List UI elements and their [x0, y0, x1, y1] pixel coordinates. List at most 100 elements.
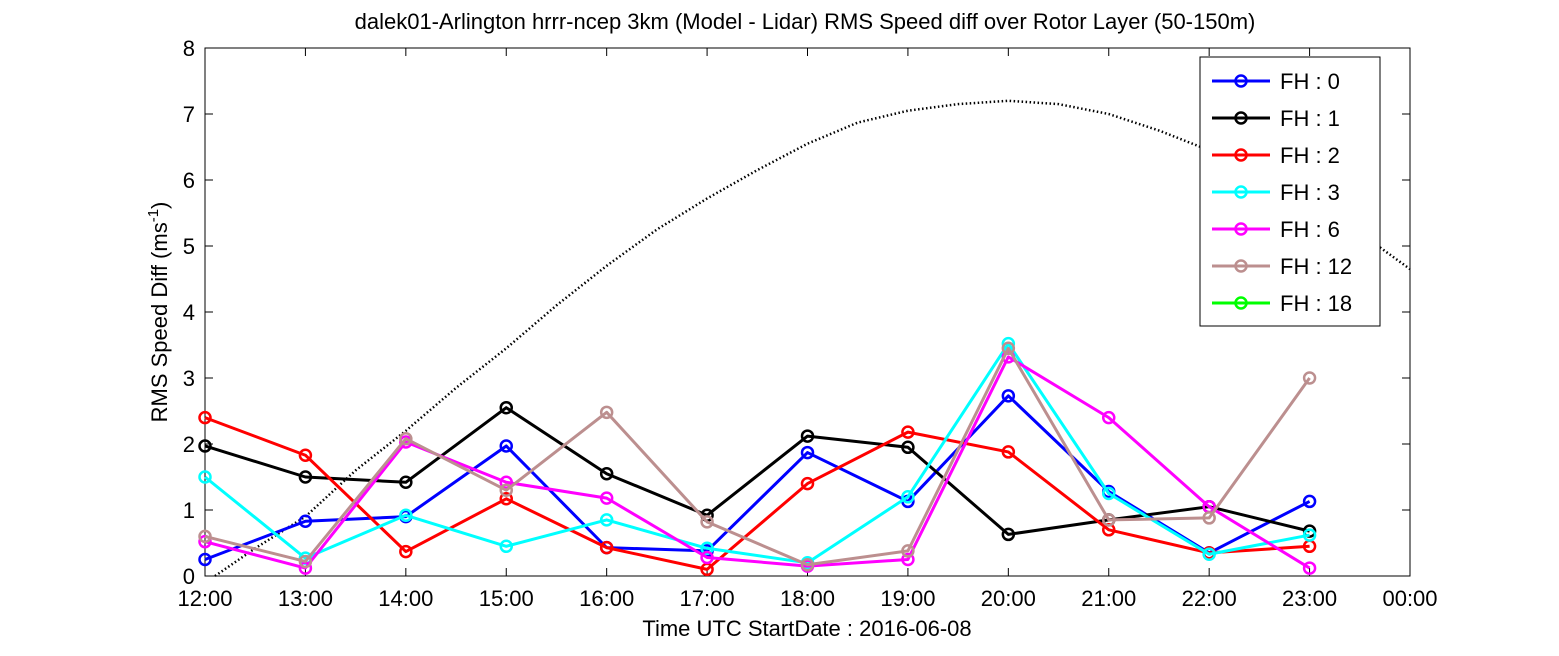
data-point — [399, 508, 413, 523]
data-point — [198, 552, 212, 567]
data-point — [1302, 528, 1317, 542]
data-point — [599, 540, 614, 555]
dotted-curve — [214, 99, 1411, 578]
legend-swatch-marker — [1234, 74, 1248, 88]
data-point — [298, 514, 313, 528]
y-tick-label: 0 — [183, 564, 195, 589]
data-point — [499, 400, 513, 415]
data-point — [399, 475, 413, 490]
x-tick-label: 16:00 — [579, 586, 634, 611]
y-tick-label: 5 — [183, 234, 195, 259]
data-point — [1202, 511, 1216, 525]
data-point — [599, 513, 614, 527]
series-4 — [198, 350, 1317, 575]
legend-item: FH : 1 — [1212, 106, 1340, 131]
x-tick-label: 13:00 — [278, 586, 333, 611]
data-point — [1302, 494, 1317, 509]
data-point — [901, 440, 915, 455]
legend-item: FH : 3 — [1212, 180, 1340, 205]
data-point — [399, 431, 413, 446]
y-tick-label: 6 — [183, 168, 195, 193]
data-point — [1001, 389, 1016, 403]
legend-item: FH : 2 — [1212, 143, 1340, 168]
data-point — [1001, 341, 1016, 356]
data-point — [1302, 561, 1317, 575]
data-point — [499, 492, 513, 506]
legend: FH : 0 FH : 1 FH : 2 FH : 3 FH : 6 FH : 12 FH … — [1199, 56, 1381, 327]
x-tick-label: 00:00 — [1382, 586, 1437, 611]
legend-label: FH : 6 — [1280, 217, 1340, 242]
data-point — [800, 445, 815, 460]
dotted-curve-layer — [214, 99, 1411, 578]
data-point — [901, 544, 915, 558]
series-5 — [198, 341, 1317, 572]
data-point — [198, 470, 212, 484]
data-point — [499, 539, 513, 554]
x-tick-label: 14:00 — [378, 586, 433, 611]
data-point — [1102, 486, 1116, 501]
data-point — [198, 534, 212, 549]
data-point — [399, 544, 413, 559]
data-point — [298, 470, 313, 484]
x-tick-label: 22:00 — [1182, 586, 1237, 611]
y-axis-label-suffix: ) — [147, 202, 172, 209]
y-tick-label: 2 — [183, 432, 195, 457]
x-tick-label: 18:00 — [780, 586, 835, 611]
legend-swatch-marker — [1234, 148, 1248, 162]
data-point — [800, 429, 815, 443]
x-axis-ticks: 12:00 13:00 14:00 15:00 16:00 17:00 18:00 19:00… — [177, 48, 1438, 611]
x-tick-label: 17:00 — [680, 586, 735, 611]
legend-label: FH : 2 — [1280, 143, 1340, 168]
data-point — [298, 554, 313, 569]
data-point — [599, 491, 614, 505]
legend-swatch-marker — [1234, 185, 1248, 199]
data-point — [499, 483, 513, 497]
legend-swatch-marker — [1234, 111, 1248, 125]
y-tick-label: 3 — [183, 366, 195, 391]
data-point — [1202, 547, 1216, 561]
data-point — [700, 515, 714, 529]
x-tick-label: 19:00 — [880, 586, 935, 611]
data-point — [1001, 527, 1016, 542]
y-tick-label: 8 — [183, 36, 195, 61]
data-point — [1102, 410, 1116, 425]
legend-label: FH : 18 — [1280, 291, 1352, 316]
y-tick-label: 1 — [183, 498, 195, 523]
data-point — [901, 490, 915, 504]
data-point — [599, 405, 614, 420]
legend-swatch-marker — [1234, 296, 1248, 310]
data-point — [599, 466, 614, 481]
legend-swatch-marker — [1234, 222, 1248, 236]
legend-item: FH : 18 — [1212, 291, 1352, 316]
legend-label: FH : 0 — [1280, 69, 1340, 94]
data-point — [298, 448, 313, 462]
legend-label: FH : 12 — [1280, 254, 1352, 279]
x-tick-label: 15:00 — [479, 586, 534, 611]
data-point — [499, 475, 513, 490]
legend-swatch-marker — [1234, 259, 1248, 273]
y-axis-ticks: 0 1 2 3 4 5 6 7 8 — [183, 36, 1410, 589]
series-line — [204, 355, 1311, 570]
x-axis-label: Time UTC StartDate : 2016-06-08 — [642, 616, 971, 641]
legend-label: FH : 1 — [1280, 106, 1340, 131]
data-point — [198, 410, 212, 425]
y-axis-label-main: RMS Speed Diff (ms — [147, 222, 172, 422]
series-line — [204, 346, 1311, 567]
data-point — [1102, 513, 1116, 527]
data-point — [700, 550, 714, 565]
x-tick-label: 20:00 — [981, 586, 1036, 611]
data-point — [800, 476, 815, 491]
y-axis-label-sup: -1 — [145, 209, 162, 222]
data-point — [1302, 524, 1317, 538]
chart-title: dalek01-Arlington hrrr-ncep 3km (Model -… — [355, 9, 1256, 34]
legend-item: FH : 12 — [1212, 254, 1352, 279]
data-point — [901, 425, 915, 439]
data-point — [901, 552, 915, 567]
legend-item: FH : 6 — [1212, 217, 1340, 242]
legend-label: FH : 3 — [1280, 180, 1340, 205]
data-point — [1001, 445, 1016, 459]
x-tick-label: 23:00 — [1282, 586, 1337, 611]
x-tick-label: 21:00 — [1081, 586, 1136, 611]
y-tick-label: 7 — [183, 102, 195, 127]
series-line — [204, 416, 1310, 571]
